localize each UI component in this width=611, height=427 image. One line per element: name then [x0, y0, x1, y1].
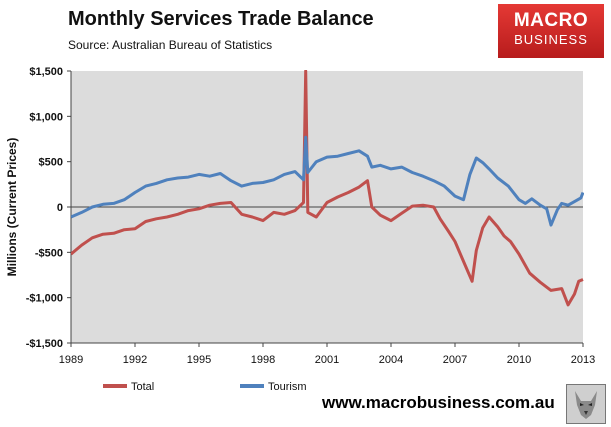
macrobusiness-logo: MACRO BUSINESS [498, 4, 604, 58]
x-tick-label: 2013 [571, 354, 595, 366]
y-tick-label: $1,000 [29, 111, 63, 123]
x-tick-label: 1989 [59, 354, 83, 366]
x-tick-label: 2004 [379, 354, 403, 366]
y-tick-label: $500 [39, 157, 63, 169]
legend-label-total: Total [131, 381, 154, 393]
x-tick-label: 2001 [315, 354, 339, 366]
logo-line-2: BUSINESS [514, 32, 588, 47]
y-tick-label: 0 [57, 202, 63, 214]
series-line-total [71, 70, 584, 307]
chart-subtitle: Source: Australian Bureau of Statistics [68, 38, 273, 52]
y-tick-label: -$1,500 [26, 338, 63, 350]
y-tick-label: -$1,000 [26, 293, 63, 305]
x-tick-label: 1995 [187, 354, 211, 366]
website-label: www.macrobusiness.com.au [322, 393, 555, 412]
x-tick-label: 2010 [507, 354, 531, 366]
logo-line-1: MACRO [513, 10, 589, 31]
x-tick-label: 2007 [443, 354, 467, 366]
chart-title: Monthly Services Trade Balance [68, 8, 374, 30]
x-tick-label: 1992 [123, 354, 147, 366]
y-axis-label: Millions (Current Prices) [5, 138, 19, 277]
wolf-mascot-icon [566, 384, 606, 424]
series-line-tourism [71, 135, 584, 227]
y-tick-label: -$500 [35, 247, 63, 259]
x-tick-label: 1998 [251, 354, 275, 366]
legend-label-tourism: Tourism [268, 381, 307, 393]
y-tick-label: $1,500 [29, 66, 63, 78]
